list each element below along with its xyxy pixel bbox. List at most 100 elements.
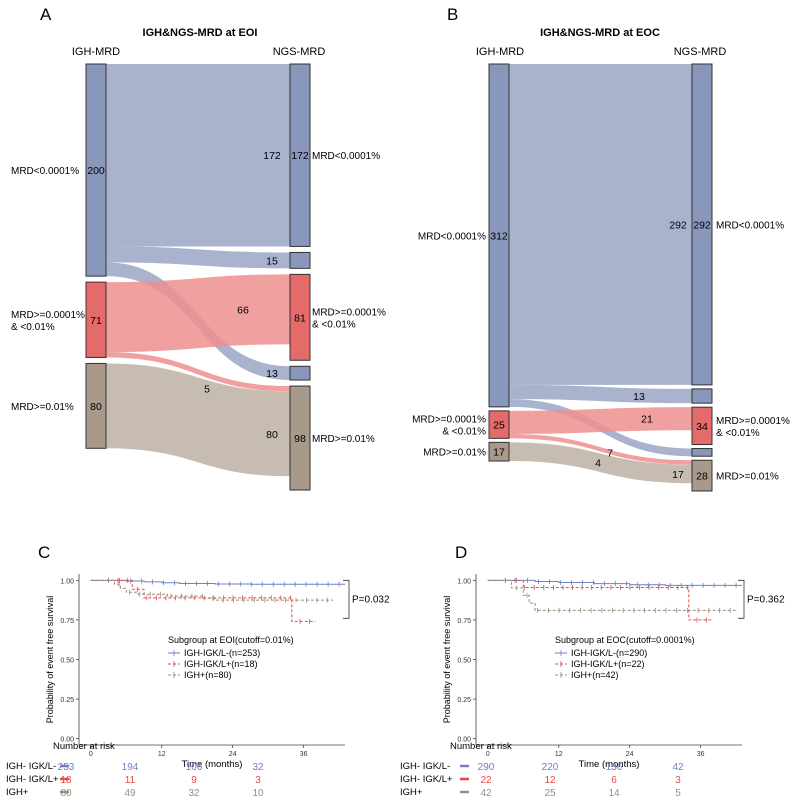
- sankey-right-node-value: 81: [294, 312, 306, 324]
- sankey-right-node: [289, 63, 311, 247]
- sankey-left-node-value: 80: [90, 401, 102, 413]
- panel-b-right-header: NGS-MRD: [674, 46, 727, 58]
- risk-row-label: IGH- IGK/L+: [6, 774, 59, 785]
- sankey-flow-0-0: [106, 64, 290, 247]
- sankey-left-node: [488, 441, 510, 462]
- legend-entry: IGH-IGK/L+(n=22): [571, 659, 645, 669]
- sankey-flow-0-3: [106, 274, 290, 353]
- sankey-right-node-value: 172: [291, 150, 309, 162]
- x-tick-label: 12: [158, 751, 166, 758]
- x-tick-label: 24: [229, 751, 237, 758]
- km-curve-0: [90, 579, 345, 585]
- panel-c-risk-table: Number at risk IGH- IGK/L- 253 194 106 32 IGH-…: [6, 741, 264, 799]
- sankey-right-node: [691, 388, 713, 404]
- panel-a-title: IGH&NGS-MRD at EOI: [143, 27, 258, 39]
- sankey-flow-label: 172: [263, 150, 281, 162]
- panel-b-sankey: B IGH&NGS-MRD at EOC IGH-MRD NGS-MRD 292…: [412, 5, 790, 492]
- risk-value: 3: [675, 775, 681, 786]
- risk-value: 136: [606, 762, 623, 773]
- sankey-flow-1-5: [509, 442, 692, 484]
- sankey-flow-label: 66: [237, 304, 249, 316]
- panel-d-curves: [487, 577, 742, 623]
- sankey-left-node: [85, 281, 107, 358]
- panel-b-labels: 292 13 7 21 4 17 312 MRD<0.0001% 25 MRD>=0.0001% &…: [412, 219, 790, 482]
- sankey-left-node-label: MRD<0.0001%: [418, 231, 486, 242]
- panel-a-sankey: A IGH&NGS-MRD at EOI IGH-MRD NGS-MRD 172…: [11, 5, 386, 491]
- risk-value: 12: [544, 775, 556, 786]
- sankey-right-node-value: 98: [294, 433, 306, 445]
- y-tick-label: 0.00: [457, 737, 471, 744]
- risk-value: 18: [60, 775, 72, 786]
- y-tick-label: 0.25: [457, 697, 471, 704]
- panel-a-nodes: [85, 63, 311, 491]
- sankey-flow-label: 4: [595, 457, 601, 469]
- sankey-left-node-label: MRD>=0.01%: [11, 402, 74, 413]
- y-axis-title: Probability of event free survival: [45, 596, 55, 724]
- risk-value: 32: [188, 788, 200, 799]
- panel-b-flows: [509, 64, 692, 484]
- risk-value: 9: [191, 775, 197, 786]
- sankey-right-node: [289, 251, 311, 269]
- sankey-flow-label: 13: [633, 391, 645, 403]
- sankey-left-node-label: MRD>=0.01%: [423, 448, 486, 459]
- x-tick-label: 24: [626, 751, 634, 758]
- sankey-right-node: [289, 273, 311, 361]
- panel-d-letter: D: [455, 543, 467, 562]
- x-axis-title: Time (months): [182, 759, 243, 770]
- sankey-flow-label: 5: [204, 384, 210, 396]
- risk-value: 194: [122, 762, 139, 773]
- p-value-bracket: [738, 579, 745, 619]
- sankey-right-node-value: 292: [693, 219, 711, 231]
- sankey-right-node: [691, 448, 713, 457]
- risk-row-label: IGH- IGK/L-: [6, 761, 56, 772]
- panel-d-legend: Subgroup at EOC(cutoff=0.0001%) IGH-IGK/L…: [555, 635, 695, 680]
- sankey-flow-label: 17: [672, 469, 684, 481]
- risk-value: 11: [125, 775, 136, 786]
- km-curve-2: [90, 579, 334, 601]
- x-tick-label: 36: [300, 751, 308, 758]
- legend-entry: IGH-IGK/L-(n=253): [184, 648, 260, 658]
- risk-value: 6: [611, 775, 617, 786]
- y-tick-label: 0.75: [457, 618, 471, 625]
- sankey-flow-label: 80: [266, 429, 278, 441]
- legend-entry: IGH-IGK/L-(n=290): [571, 648, 647, 658]
- panel-b-nodes: [488, 63, 713, 492]
- panel-a-left-header: IGH-MRD: [72, 46, 120, 58]
- x-tick-label: 12: [555, 751, 563, 758]
- risk-value: 290: [478, 762, 495, 773]
- sankey-flow-label: 15: [266, 255, 278, 267]
- risk-value: 220: [542, 762, 559, 773]
- sankey-right-node-value: 34: [696, 421, 708, 433]
- sankey-left-node-label: MRD<0.0001%: [11, 166, 79, 177]
- risk-value: 42: [480, 788, 492, 799]
- sankey-flow-label: 7: [607, 447, 613, 459]
- panel-c-curves: [90, 577, 345, 624]
- panel-d-axes: 0.00 0.25 0.50 0.75 1.00 0 12 24 36 Time (months)…: [442, 574, 785, 770]
- panel-b-title: IGH&NGS-MRD at EOC: [540, 27, 660, 39]
- risk-table-header: Number at risk: [53, 741, 115, 752]
- risk-value: 49: [124, 788, 136, 799]
- sankey-left-node: [85, 362, 107, 449]
- x-axis-title: Time (months): [579, 759, 640, 770]
- x-tick-label: 36: [697, 751, 705, 758]
- km-curve-1: [90, 579, 316, 622]
- sankey-right-node-label: MRD>=0.01%: [312, 434, 375, 445]
- risk-value: 14: [608, 788, 620, 799]
- y-tick-label: 1.00: [60, 578, 74, 585]
- sankey-flow-1-0: [509, 64, 692, 385]
- x-tick-label: 0: [486, 751, 490, 758]
- risk-value: 10: [252, 788, 264, 799]
- sankey-right-node-value: 28: [696, 471, 708, 483]
- x-tick-label: 0: [89, 751, 93, 758]
- risk-row-label: IGH- IGK/L+: [400, 774, 453, 785]
- y-tick-label: 0.25: [60, 697, 74, 704]
- sankey-right-node: [289, 365, 311, 381]
- legend-entry: IGH+(n=80): [184, 670, 232, 680]
- sankey-flow-0-4: [106, 352, 290, 392]
- risk-table-header: Number at risk: [450, 741, 512, 752]
- sankey-right-node: [691, 63, 713, 386]
- legend-title: Subgroup at EOI(cutoff=0.01%): [168, 635, 294, 645]
- risk-value: 42: [672, 762, 684, 773]
- sankey-flow-1-3: [509, 407, 692, 434]
